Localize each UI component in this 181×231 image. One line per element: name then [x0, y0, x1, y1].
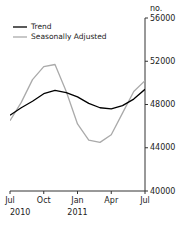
- y-tick: [145, 104, 148, 105]
- x-tick-label: Jan: [70, 196, 83, 205]
- legend-label: Seasonally Adjusted: [31, 32, 107, 41]
- legend-label: Trend: [30, 22, 52, 31]
- series-line: [10, 64, 145, 142]
- year-annotation: 2010: [10, 208, 30, 217]
- y-tick-label: 44000: [150, 143, 175, 152]
- x-tick-label: Oct: [37, 196, 51, 205]
- legend-swatch: [13, 26, 27, 27]
- x-tick-label: Apr: [104, 196, 119, 205]
- axes: 40000 44000 48000 52000 56000 Jul Oct Jan Apr Jul: [4, 14, 175, 206]
- chart: 40000 44000 48000 52000 56000 Jul Oct Jan Apr Jul…: [0, 0, 181, 231]
- x-tick-label: Jul: [4, 196, 15, 205]
- year-annotation: 2011: [67, 208, 87, 217]
- y-tick: [145, 61, 148, 62]
- x-tick-label: Jul: [139, 196, 150, 205]
- x-tick: [111, 191, 112, 194]
- y-tick: [145, 18, 148, 19]
- y-tick-label: 48000: [150, 100, 175, 109]
- legend-swatch: [13, 36, 27, 37]
- y-axis-label: no.: [150, 4, 162, 13]
- x-tick: [145, 191, 146, 194]
- x-tick: [77, 191, 78, 194]
- x-tick: [10, 191, 11, 194]
- series-line: [10, 89, 145, 115]
- y-tick: [145, 147, 148, 148]
- y-tick-label: 52000: [150, 57, 175, 66]
- legend: TrendSeasonally Adjusted: [13, 22, 107, 41]
- lines: [10, 64, 145, 142]
- y-tick-label: 56000: [150, 14, 175, 23]
- y-tick-label: 40000: [150, 187, 175, 196]
- x-tick: [43, 191, 44, 194]
